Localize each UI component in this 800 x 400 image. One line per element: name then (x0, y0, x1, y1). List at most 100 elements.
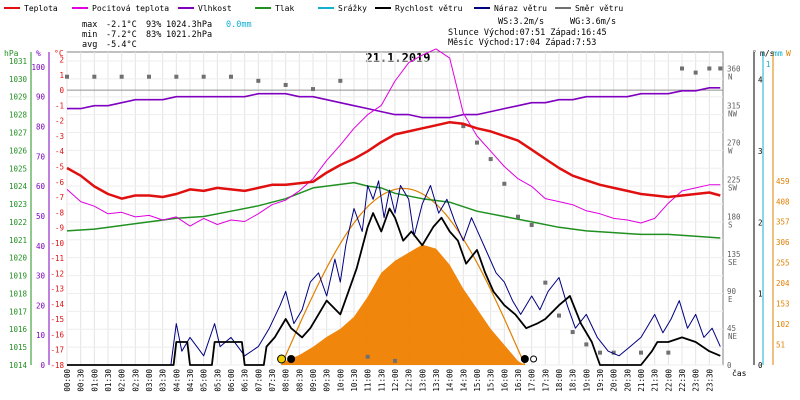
pct-tick-label: 70 (36, 152, 46, 161)
x-tick-label: 15:00 (473, 369, 482, 392)
stats-min-hum: 83% (146, 30, 161, 40)
series-rychlost (67, 207, 721, 366)
x-tick-label: 11:00 (364, 369, 373, 392)
x-tick-label: 18:00 (555, 369, 564, 392)
hpa-unit-label: hPa (4, 49, 19, 58)
wind-direction-point (393, 358, 397, 363)
stats-moon: Měsíc Východ:17:04 Západ:7:53 (448, 38, 596, 48)
ms-tick-label: 2 (758, 218, 763, 227)
legend-label-rychlost: Rychlost větru (395, 4, 463, 13)
x-tick-label: 10:30 (350, 369, 359, 392)
dir-name-label: S (728, 221, 733, 230)
w-tick-label: 51 (776, 341, 785, 350)
stats-min-label: min (82, 30, 97, 40)
x-axis: 00:00 00:30 01:00 01:30 02:00 02:30 03:00 03:30… (63, 369, 714, 392)
w-tick-label: 102 (776, 320, 790, 329)
x-tick-label: 14:30 (459, 369, 468, 392)
hpa-tick-label: 1023 (9, 200, 27, 209)
pct-tick-label: 40 (36, 242, 46, 251)
mm-unit-label: mm (773, 49, 783, 58)
x-tick-label: 01:00 (90, 369, 99, 392)
wind-direction-point (707, 66, 712, 71)
x-tick-label: 12:30 (405, 369, 414, 392)
temp-tick-label: -5 (55, 163, 64, 172)
wind-direction-point (461, 124, 466, 129)
series-pocitova (66, 48, 721, 227)
x-tick-label: 22:00 (664, 369, 673, 392)
sunset-icon (520, 355, 529, 363)
wind-direction-point (516, 214, 520, 219)
series-naraz (67, 180, 721, 366)
x-tick-label: 08:00 (282, 369, 291, 392)
hpa-tick-label: 1017 (9, 307, 27, 316)
y-axes: 1031103010291028102710261025102410231022… (9, 52, 790, 370)
wind-direction-point (365, 354, 370, 359)
x-tick-label: 03:00 (145, 369, 154, 392)
x-tick-label: 10:00 (336, 369, 345, 392)
stats-max-temp: -2.1°C (106, 20, 137, 30)
grid (66, 52, 723, 366)
x-tick-label: 17:30 (541, 369, 550, 392)
hpa-tick-label: 1020 (9, 254, 28, 263)
w-tick-label: 408 (776, 197, 790, 206)
x-tick-label: 15:30 (487, 369, 496, 392)
temp-tick-label: -3 (55, 132, 64, 141)
temp-tick-label: -17 (50, 346, 64, 355)
w-tick-label: 255 (776, 259, 790, 268)
hpa-tick-label: 1031 (9, 57, 27, 66)
x-tick-label: 00:30 (77, 369, 86, 392)
temp-tick-label: -1 (55, 101, 64, 110)
hpa-tick-label: 1027 (9, 128, 27, 137)
x-tick-label: 11:30 (377, 369, 386, 392)
stats-avg-temp: -5.4°C (106, 40, 137, 50)
legend: Teplota Pocitová teplota Vlhkost Tlak Srážky… (4, 4, 623, 13)
wind-direction-point (598, 350, 602, 355)
dir-name-label: NW (728, 110, 738, 119)
series-layer (65, 48, 723, 366)
legend-label-srazky: Srážky (338, 4, 367, 13)
wind-direction-point (639, 350, 643, 355)
pct-tick-label: 20 (36, 301, 46, 310)
wind-direction-point (338, 78, 343, 83)
stats-min-press: 1021.2hPa (166, 30, 212, 40)
hpa-tick-label: 1028 (9, 111, 28, 120)
stats-rain: 0.0mm (226, 20, 252, 30)
sunrise-icon (277, 354, 287, 364)
wind-direction-point (543, 280, 548, 285)
temp-tick-label: 0 (59, 86, 64, 95)
wind-direction-point (311, 87, 315, 92)
temp-tick-label: -14 (50, 300, 64, 309)
temp-tick-label: -6 (55, 178, 65, 187)
temp-tick-label: -11 (50, 254, 64, 263)
legend-label-vlhkost: Vlhkost (198, 4, 232, 13)
dir-tick-label: 315 (727, 102, 741, 111)
x-tick-label: 06:00 (227, 369, 236, 392)
x-tick-label: 21:00 (637, 369, 646, 392)
x-tick-label: 13:00 (418, 369, 427, 392)
ms-unit-label: m/s (760, 49, 775, 58)
wind-direction-point (584, 342, 589, 347)
pct-tick-label: 10 (36, 331, 46, 340)
dir-tick-label: 270 (727, 139, 741, 148)
hpa-tick-label: 1024 (9, 182, 28, 191)
dir-name-label: SE (728, 258, 738, 267)
temp-tick-label: -8 (55, 208, 65, 217)
wind-direction-point (119, 74, 124, 79)
mm-tick-label: 1 (766, 60, 771, 69)
x-tick-label: 21:30 (651, 369, 660, 392)
legend-label-smer: Směr větru (575, 4, 623, 13)
x-tick-label: 23:00 (692, 369, 701, 392)
dir-tick-label: 90 (727, 287, 737, 296)
x-tick-label: 03:30 (159, 369, 168, 392)
temp-tick-label: -12 (50, 269, 64, 278)
dir-name-label: W (728, 147, 733, 156)
series-solar-max-arc (281, 187, 526, 366)
ms-tick-label: 0 (758, 361, 763, 370)
x-tick-label: 12:00 (391, 369, 400, 392)
pct-tick-label: 60 (36, 182, 46, 191)
dir-name-label: E (728, 295, 733, 304)
stats-max-press: 1024.3hPa (166, 20, 212, 30)
stats-avg-label: avg (82, 40, 97, 50)
wind-direction-point (256, 78, 261, 83)
